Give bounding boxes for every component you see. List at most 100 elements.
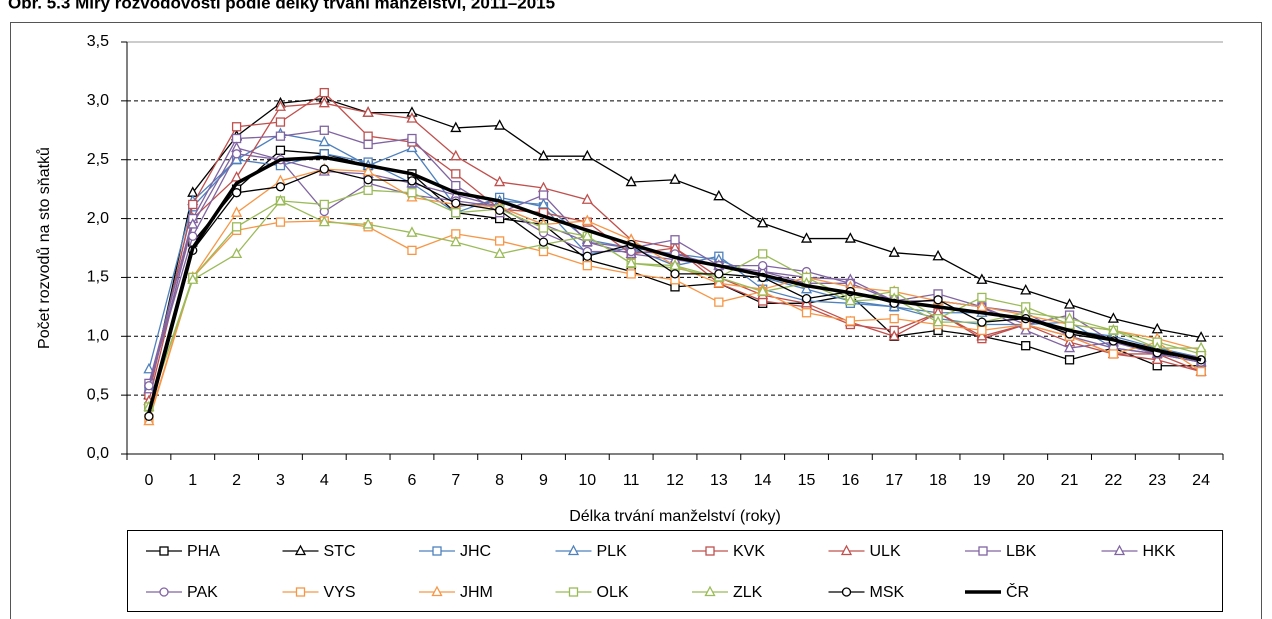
marker [538,223,549,233]
marker [159,546,169,556]
marker [977,317,987,327]
marker [976,329,988,341]
marker [582,251,592,261]
marker [758,261,768,271]
marker [888,246,900,257]
marker [1113,544,1126,556]
marker [844,294,856,306]
marker [705,546,715,556]
legend-box [127,530,1223,612]
marker [977,325,987,336]
legend-label: PLK [597,543,628,560]
marker [406,141,418,153]
x-tick-label: 1 [188,472,197,489]
marker [363,185,373,195]
x-tick-label: 3 [276,472,285,489]
legend-label: ČR [1006,582,1029,601]
marker [800,282,813,294]
marker [407,176,417,186]
legend-label: JHC [460,543,491,560]
x-tick-label: 19 [973,472,991,489]
marker [1151,353,1163,364]
x-tick-label: 13 [710,472,728,489]
marker [1064,355,1075,365]
legend-label: KVK [733,543,765,560]
marker [144,411,154,421]
marker [274,100,287,111]
marker [451,208,461,218]
marker [1195,341,1207,353]
x-tick-label: 24 [1192,472,1210,489]
marker [431,585,443,597]
marker [231,206,243,217]
x-axis-label: Délka trvání manželství (roky) [569,508,781,525]
x-tick-label: 14 [754,472,772,489]
marker [800,232,813,243]
x-tick-label: 15 [798,472,816,489]
marker [407,245,417,256]
marker [625,256,637,268]
x-tick-label: 21 [1061,472,1079,489]
y-tick-label: 3,5 [87,33,109,50]
marker [363,139,373,150]
chart-title: Obr. 5.3 Míry rozvodovosti podle délky t… [8,0,555,12]
marker [626,269,636,279]
y-tick-label: 2,5 [87,151,109,168]
legend-label: HKK [1143,543,1176,560]
marker [757,216,769,228]
marker [537,198,550,209]
marker [670,235,680,245]
marker [362,218,374,229]
x-tick-label: 0 [144,472,153,489]
marker [275,217,286,227]
marker [801,308,812,318]
marker [231,222,242,232]
marker [450,235,462,247]
y-tick-label: 1,5 [87,269,109,286]
marker [231,247,243,259]
marker [538,190,549,200]
legend-label: LBK [1006,543,1037,560]
marker [932,315,944,327]
marker [231,122,242,132]
marker [275,145,286,155]
marker [231,133,242,144]
marker [844,232,856,243]
legend-label: ULK [870,543,901,560]
x-tick-label: 18 [929,472,947,489]
marker [977,292,987,303]
series-line [148,200,1202,408]
marker [231,170,243,182]
marker [451,169,461,179]
marker [1063,298,1076,309]
marker [274,194,287,206]
marker [1063,341,1076,353]
legend-label: JHM [460,584,493,601]
marker [757,285,769,296]
marker [319,125,329,135]
marker [451,198,461,208]
marker [143,362,155,374]
marker [494,175,506,187]
marker [450,149,462,161]
marker [363,175,373,185]
chart-border [10,22,1262,619]
marker [318,215,330,227]
marker [714,269,724,279]
marker [841,587,852,597]
legend-label: OLK [597,584,629,601]
marker [231,188,242,198]
marker [318,135,330,147]
marker [713,276,725,288]
marker [188,231,198,241]
marker [669,173,681,184]
marker [568,587,579,597]
y-tick-label: 3,0 [87,92,109,109]
marker [538,246,549,257]
marker [295,587,306,597]
marker [362,165,374,176]
marker [625,175,637,187]
marker [976,273,988,284]
